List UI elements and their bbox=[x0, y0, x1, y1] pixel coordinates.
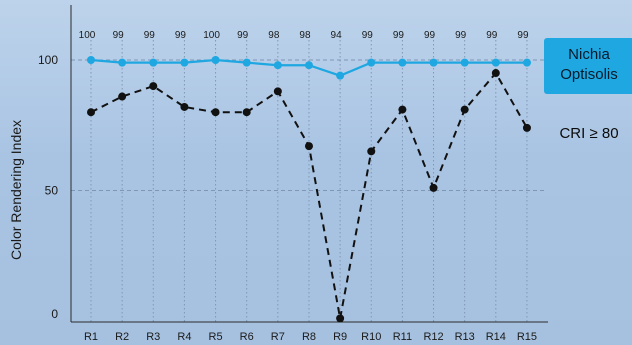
data-point bbox=[522, 123, 531, 132]
legend-label-optisolis: Optisolis bbox=[560, 66, 618, 83]
data-point bbox=[242, 58, 251, 67]
data-point bbox=[180, 58, 189, 67]
data-point bbox=[491, 58, 500, 67]
x-tick-label: R9 bbox=[333, 331, 347, 343]
x-tick-label: R13 bbox=[455, 331, 475, 343]
data-point bbox=[398, 105, 407, 114]
x-tick-label: R12 bbox=[423, 331, 443, 343]
data-point bbox=[211, 56, 220, 64]
x-tick-label: R4 bbox=[177, 331, 191, 343]
data-point bbox=[304, 61, 313, 70]
data-point bbox=[398, 58, 407, 67]
data-point bbox=[367, 58, 376, 67]
labels: 100 99 99 99 100 99 98 98 94 99 99 99 99 99 99 bbox=[79, 30, 529, 41]
y-tick-label: 0 bbox=[51, 307, 58, 321]
data-point bbox=[491, 69, 500, 78]
x-tick-label: R14 bbox=[486, 331, 506, 343]
data-label: 99 bbox=[517, 30, 529, 41]
y-tick-label: 50 bbox=[45, 184, 59, 198]
grid bbox=[71, 40, 545, 322]
data-label: 99 bbox=[486, 30, 498, 41]
legend: Nichia Optisolis CRI ≥ 80 bbox=[544, 38, 632, 142]
data-point bbox=[367, 147, 376, 156]
data-point bbox=[242, 108, 251, 117]
x-tick-label: R1 bbox=[84, 331, 98, 343]
data-point bbox=[304, 142, 313, 151]
data-point bbox=[273, 87, 282, 96]
series bbox=[87, 56, 531, 323]
data-point bbox=[273, 61, 282, 70]
data-point bbox=[429, 58, 438, 67]
data-label: 99 bbox=[393, 30, 405, 41]
legend-label-optisolis: Nichia bbox=[568, 46, 610, 63]
data-point bbox=[460, 58, 469, 67]
x-tick-label: R2 bbox=[115, 331, 129, 343]
data-point bbox=[460, 105, 469, 114]
data-point bbox=[87, 108, 95, 117]
x-tick-label: R15 bbox=[517, 331, 537, 343]
data-point bbox=[87, 56, 95, 64]
data-point bbox=[336, 314, 345, 323]
y-tick-label: 100 bbox=[38, 53, 58, 67]
data-point bbox=[211, 108, 220, 117]
x-tick-label: R7 bbox=[271, 331, 285, 343]
data-label: 99 bbox=[175, 30, 187, 41]
x-tick-label: R6 bbox=[240, 331, 254, 343]
data-label: 99 bbox=[237, 30, 249, 41]
data-point bbox=[429, 183, 438, 192]
x-tick-label: R5 bbox=[209, 331, 223, 343]
data-label: 99 bbox=[424, 30, 436, 41]
data-point bbox=[336, 71, 345, 80]
data-label: 98 bbox=[299, 30, 311, 41]
data-point bbox=[522, 58, 531, 67]
legend-label-cri80: CRI ≥ 80 bbox=[559, 125, 618, 142]
data-label: 100 bbox=[79, 30, 96, 41]
data-label: 100 bbox=[203, 30, 220, 41]
data-label: 99 bbox=[144, 30, 156, 41]
legend-box-optisolis bbox=[544, 38, 632, 94]
data-point bbox=[180, 102, 189, 111]
x-tick-label: R11 bbox=[393, 331, 412, 343]
y-axis-title: Color Rendering Index bbox=[8, 120, 24, 260]
x-tick-label: R8 bbox=[302, 331, 316, 343]
data-point bbox=[149, 82, 158, 91]
data-label: 94 bbox=[331, 30, 343, 41]
data-label: 99 bbox=[362, 30, 374, 41]
data-label: 99 bbox=[455, 30, 467, 41]
x-tick-label: R3 bbox=[146, 331, 160, 343]
data-point bbox=[118, 58, 127, 67]
data-label: 99 bbox=[113, 30, 125, 41]
axes: 0 50 100 Color Rendering Index R1 R2 R3 R4 R5 R6 R… bbox=[8, 5, 548, 343]
data-label: 98 bbox=[268, 30, 280, 41]
data-point bbox=[149, 58, 158, 67]
data-point bbox=[118, 92, 127, 101]
x-tick-label: R10 bbox=[361, 331, 381, 343]
